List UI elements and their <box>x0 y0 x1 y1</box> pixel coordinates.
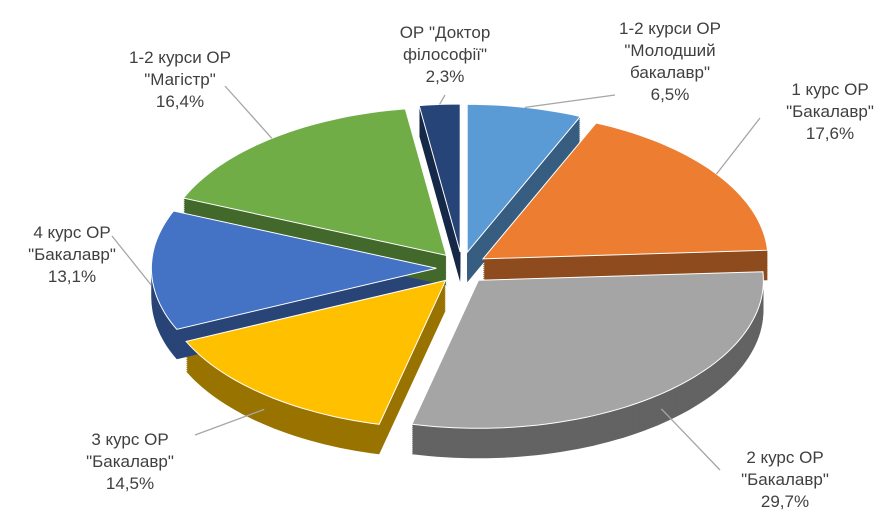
data-label: 1-2 курси ОР "Магістр" 16,4% <box>129 47 231 113</box>
data-label: 2 курс ОР "Бакалавр" 29,7% <box>741 447 829 513</box>
leader-line <box>111 235 152 286</box>
category-label: 1 курс ОР "Бакалавр" <box>786 80 874 121</box>
slice <box>150 210 437 330</box>
slice <box>481 122 769 260</box>
data-label: 3 курс ОР "Бакалавр" 14,5% <box>86 429 174 495</box>
value-label: 29,7% <box>760 492 810 511</box>
value-label: 14,5% <box>105 474 155 493</box>
value-label: 2,3% <box>425 67 465 86</box>
slice <box>411 271 764 429</box>
category-label: 4 курс ОР "Бакалавр" <box>28 223 116 264</box>
leader-line <box>439 94 446 105</box>
leader-line <box>224 85 273 139</box>
slice <box>182 108 448 257</box>
leader-line <box>194 408 265 436</box>
data-label: ОР "Доктор філософії" 2,3% <box>400 22 491 88</box>
value-label: 6,5% <box>650 85 690 104</box>
category-label: 1-2 курси ОР "Магістр" <box>129 48 231 89</box>
leader-line <box>660 408 721 471</box>
value-label: 17,6% <box>805 124 855 143</box>
category-label: 2 курс ОР "Бакалавр" <box>741 448 829 489</box>
data-label: 4 курс ОР "Бакалавр" 13,1% <box>28 222 116 288</box>
category-label: 3 курс ОР "Бакалавр" <box>86 430 174 471</box>
slice <box>185 279 447 425</box>
value-label: 13,1% <box>47 267 97 286</box>
leader-line <box>524 94 616 109</box>
value-label: 16,4% <box>155 92 205 111</box>
data-label: 1-2 курси ОР "Молодший бакалавр" 6,5% <box>619 18 721 106</box>
data-label: 1 курс ОР "Бакалавр" 17,6% <box>786 79 874 145</box>
leader-line <box>715 117 761 175</box>
slice <box>418 103 461 253</box>
category-label: ОР "Доктор філософії" <box>399 23 491 64</box>
category-label: 1-2 курси ОР "Молодший бакалавр" <box>619 19 721 82</box>
